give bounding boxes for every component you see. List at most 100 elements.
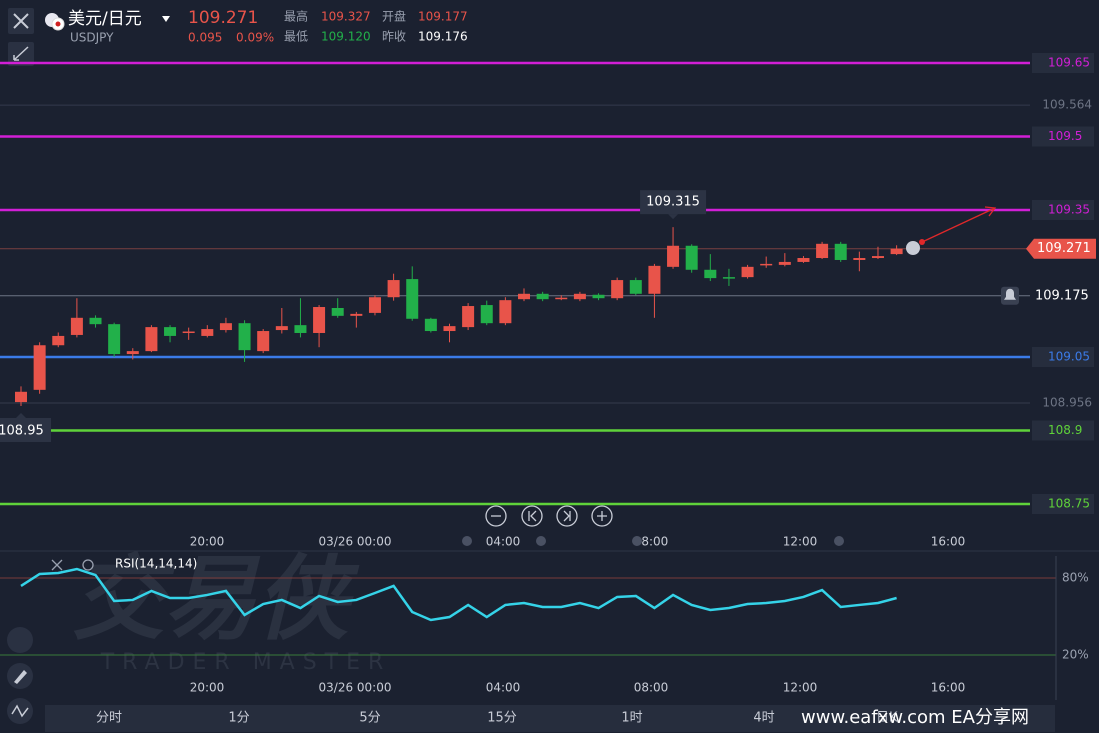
tab[interactable]: 4时 (753, 711, 774, 726)
candle-body (350, 313, 363, 316)
candle-body (257, 331, 270, 352)
tab[interactable]: 15分 (487, 711, 517, 726)
candle-body (424, 318, 437, 332)
scroll-left[interactable] (521, 505, 543, 527)
time-label: 12:00 (783, 535, 818, 549)
tab[interactable]: 1分 (228, 711, 249, 726)
stat-value: 109.120 (321, 30, 371, 44)
time-label: 20:00 (190, 535, 225, 549)
tab-bar (45, 705, 1055, 732)
low-box (0, 418, 51, 442)
time-label: 16:00 (931, 681, 966, 695)
candle-body (52, 335, 65, 346)
candle-body (778, 261, 791, 265)
stat-value: 109.327 (321, 10, 371, 24)
time-marker (834, 536, 844, 546)
zoom-in[interactable] (591, 505, 613, 527)
icon (11, 704, 29, 718)
candle-body (890, 248, 903, 255)
watermark-brand-en: TRADER MASTER (100, 650, 392, 675)
time-label: 20:00 (190, 681, 225, 695)
candle-body (536, 293, 549, 300)
zoom-controls (485, 505, 613, 527)
candle-body (853, 258, 866, 260)
candle-body (15, 391, 27, 403)
candle-body (629, 280, 642, 294)
tab[interactable]: 5分 (359, 711, 380, 726)
price: 109.271 (188, 8, 258, 28)
candle-body (667, 245, 680, 267)
high-pointer (668, 214, 679, 220)
candle-body (704, 269, 717, 279)
stat-label: 开盘 (382, 9, 406, 24)
rsi-tick-label: 80% (1062, 570, 1089, 584)
time-marker (632, 536, 642, 546)
icon (14, 670, 27, 684)
stat-value: 109.177 (418, 10, 468, 24)
stat-label: 最高 (284, 9, 308, 24)
level-label: 109.65 (1048, 56, 1090, 70)
stat-label: 昨收 (382, 30, 406, 44)
high-label: 109.315 (646, 195, 700, 210)
scroll-right[interactable] (556, 505, 578, 527)
candle-body (201, 329, 214, 336)
candle-body (33, 345, 46, 390)
time-label: 08:00 (634, 535, 669, 549)
high-box (640, 190, 707, 215)
y-tick-label: 108.956 (1042, 396, 1092, 410)
stat-label: 最低 (284, 30, 308, 44)
watermark-brand: 交易侠 (72, 545, 360, 652)
rsi-label: RSI(14,14,14) (115, 557, 197, 571)
candle-body (518, 293, 531, 300)
rsi-close[interactable] (51, 559, 63, 571)
candle-body (871, 256, 884, 259)
current-price-box (1026, 238, 1096, 259)
candle-body (89, 317, 102, 325)
tab[interactable]: 分时 (96, 711, 122, 726)
zoom-out[interactable] (485, 505, 507, 527)
time-label: 04:00 (486, 681, 521, 695)
icon (563, 510, 571, 522)
time-label: 16:00 (931, 535, 966, 549)
level-label-box (1032, 494, 1094, 514)
symbol-name[interactable]: 美元/日元 (68, 9, 142, 29)
candle-body (480, 305, 493, 324)
level-label: 108.75 (1048, 497, 1090, 511)
candle-body (648, 265, 661, 294)
current-price-label: 109.271 (1037, 241, 1091, 256)
symbol-code: USDJPY (70, 31, 114, 45)
rsi-settings[interactable] (82, 559, 94, 571)
candle-body (611, 280, 624, 299)
time-label: 08:00 (634, 681, 669, 695)
flag-jp-dot (55, 21, 61, 27)
candle-body (219, 323, 232, 331)
alert-bell-icon (1004, 288, 1016, 300)
info-button[interactable] (906, 241, 920, 255)
y-tick-label: 109.564 (1042, 98, 1092, 112)
collapse-icon (13, 46, 29, 61)
close-icon (13, 13, 29, 29)
time-label: 03/26 00:00 (319, 681, 392, 695)
site-watermark: www.eafxw.com EA分享网 (801, 707, 1029, 728)
symbol-dropdown[interactable] (162, 16, 170, 22)
level-label: 109.5 (1048, 129, 1082, 143)
trend-anchor (919, 239, 925, 245)
level-label: 109.05 (1048, 350, 1090, 364)
tab[interactable]: 1时 (621, 711, 642, 726)
candle-body (182, 331, 195, 334)
tab[interactable]: 日K (876, 711, 898, 726)
candle-body (685, 245, 698, 270)
candle-body (834, 243, 847, 260)
candle-body (164, 327, 177, 336)
low-pointer (16, 413, 26, 418)
tool-chart-type[interactable] (7, 627, 33, 653)
candle-body (592, 294, 605, 299)
candle-body (462, 306, 475, 328)
change: 0.095 (188, 31, 222, 45)
candle-body (145, 327, 158, 352)
level-label-box (1032, 420, 1094, 441)
icon (597, 511, 607, 521)
candle-body (499, 300, 512, 324)
